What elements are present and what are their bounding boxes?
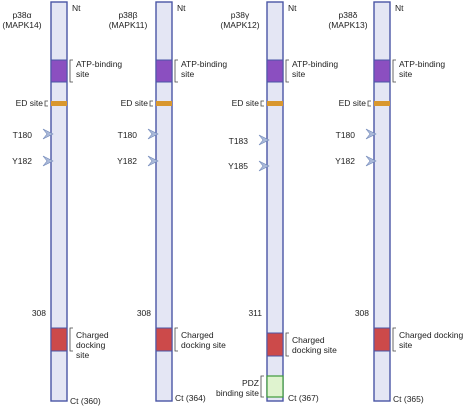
charged-docking-label: Charged docking site <box>399 330 464 350</box>
residue-y-label: Y182 <box>117 156 137 166</box>
n-term-label: Nt <box>177 3 186 13</box>
c-term-label: Ct (360) <box>70 396 101 406</box>
c-term-label: Ct (367) <box>288 393 319 403</box>
protein-name-p38a: p38α <box>12 10 32 20</box>
residue-y-marker <box>258 160 270 172</box>
residue-t-marker <box>42 128 54 140</box>
ed-bracket <box>367 100 371 107</box>
residue-y-label: Y182 <box>12 156 32 166</box>
residue-t-marker <box>365 128 377 140</box>
gene-name-p38a: (MAPK14) <box>2 20 42 30</box>
position-marker-label: 308 <box>354 308 369 318</box>
n-term-label: Nt <box>395 3 404 13</box>
charged-docking-domain <box>373 327 391 352</box>
charged-docking-domain <box>155 327 173 352</box>
ed-site-label: ED site <box>338 98 366 108</box>
docking-bracket <box>69 327 73 352</box>
ed-site-domain <box>156 101 172 106</box>
pdz-bracket <box>260 375 264 398</box>
position-marker-label: 311 <box>248 308 262 318</box>
protein-name-p38g: p38γ <box>230 10 250 20</box>
residue-y-marker <box>42 155 54 167</box>
c-term-label: Ct (364) <box>175 393 206 403</box>
atp-bracket <box>174 59 178 83</box>
ed-bracket <box>260 100 264 107</box>
ed-site-label: ED site <box>15 98 43 108</box>
protein-bar-p38g <box>258 1 289 402</box>
ed-site-domain <box>267 101 283 106</box>
residue-t-label: T180 <box>117 130 137 140</box>
charged-docking-domain <box>266 332 284 357</box>
n-term-label: Nt <box>72 3 81 13</box>
gene-name-p38g: (MAPK12) <box>220 20 260 30</box>
residue-t-marker <box>147 128 159 140</box>
protein-bar-p38a <box>42 1 73 402</box>
protein-name-p38d: p38δ <box>338 10 358 20</box>
charged-docking-label: Charged docking site <box>181 330 226 350</box>
atp-binding-domain <box>373 59 391 83</box>
residue-y-marker <box>365 155 377 167</box>
protein-bar-p38b <box>147 1 178 402</box>
charged-docking-label: Charged docking site <box>76 330 109 360</box>
gene-name-p38d: (MAPK13) <box>328 20 368 30</box>
position-marker-label: 308 <box>136 308 151 318</box>
pdz-binding-label: PDZ binding site <box>215 378 259 398</box>
residue-t-label: T183 <box>228 136 248 146</box>
position-marker-label: 308 <box>31 308 46 318</box>
ed-site-label: ED site <box>231 98 259 108</box>
atp-binding-label-line1: ATP-binding site <box>76 59 123 79</box>
ed-site-domain <box>51 101 67 106</box>
c-term-label: Ct (365) <box>393 394 424 404</box>
residue-y-marker <box>147 155 159 167</box>
protein-bar-p38d <box>365 1 396 402</box>
ed-bracket <box>44 100 48 107</box>
docking-bracket <box>174 327 178 352</box>
ed-site-label: ED site <box>120 98 148 108</box>
atp-binding-domain <box>155 59 173 83</box>
atp-binding-label: ATP-binding site <box>181 59 228 79</box>
atp-bracket <box>392 59 396 83</box>
protein-name-p38b: p38β <box>118 10 138 20</box>
atp-bracket <box>69 59 73 83</box>
docking-bracket <box>392 327 396 352</box>
atp-binding-label: ATP-binding site <box>292 59 339 79</box>
atp-binding-label: ATP-binding site <box>399 59 446 79</box>
residue-t-label: T180 <box>335 130 355 140</box>
residue-y-label: Y182 <box>335 156 355 166</box>
charged-docking-label: Charged docking site <box>292 335 337 355</box>
atp-binding-domain <box>266 59 284 83</box>
ed-bracket <box>149 100 153 107</box>
docking-bracket <box>285 332 289 357</box>
n-term-label: Nt <box>288 3 297 13</box>
atp-bracket <box>285 59 289 83</box>
gene-name-p38b: (MAPK11) <box>108 20 148 30</box>
residue-t-marker <box>258 134 270 146</box>
residue-t-label: T180 <box>12 130 32 140</box>
ed-site-domain <box>374 101 390 106</box>
pdz-binding-domain <box>266 375 284 398</box>
residue-y-label: Y185 <box>228 161 248 171</box>
atp-binding-domain <box>50 59 68 83</box>
charged-docking-domain <box>50 327 68 352</box>
